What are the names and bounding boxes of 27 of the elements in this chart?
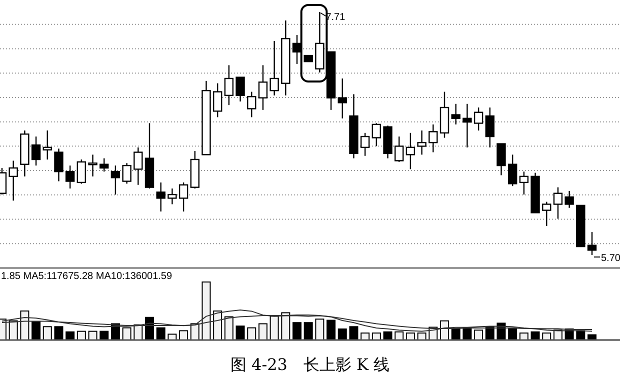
bar xyxy=(315,318,324,340)
bar xyxy=(349,326,358,340)
bar xyxy=(179,330,188,340)
bar xyxy=(42,326,52,340)
bar xyxy=(236,326,245,340)
bar xyxy=(213,310,222,340)
bar xyxy=(54,326,64,340)
bar xyxy=(304,322,313,340)
bar xyxy=(247,327,256,340)
bar xyxy=(202,282,211,340)
bar xyxy=(270,316,279,340)
bar xyxy=(508,328,518,340)
bar xyxy=(258,323,268,340)
bar xyxy=(168,334,177,340)
bar xyxy=(281,312,290,340)
bar xyxy=(338,328,347,340)
bar xyxy=(20,310,30,340)
annotation: 1.85 MA5:117675.28 MA10:136001.59 xyxy=(1,271,172,282)
bar xyxy=(326,320,336,340)
bar xyxy=(224,316,234,340)
bar xyxy=(8,320,18,340)
bar xyxy=(474,330,484,340)
bar xyxy=(122,327,132,340)
bar xyxy=(32,322,41,340)
caption: 图 4-23 长上影 K 线 xyxy=(230,355,390,374)
bar xyxy=(156,327,166,340)
bar xyxy=(292,322,302,340)
